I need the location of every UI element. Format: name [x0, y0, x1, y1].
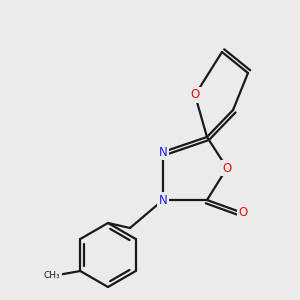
- Text: CH₃: CH₃: [44, 272, 61, 280]
- Text: O: O: [222, 161, 232, 175]
- Text: N: N: [159, 146, 167, 158]
- Text: N: N: [159, 194, 167, 206]
- Text: O: O: [238, 206, 247, 220]
- Text: O: O: [190, 88, 200, 101]
